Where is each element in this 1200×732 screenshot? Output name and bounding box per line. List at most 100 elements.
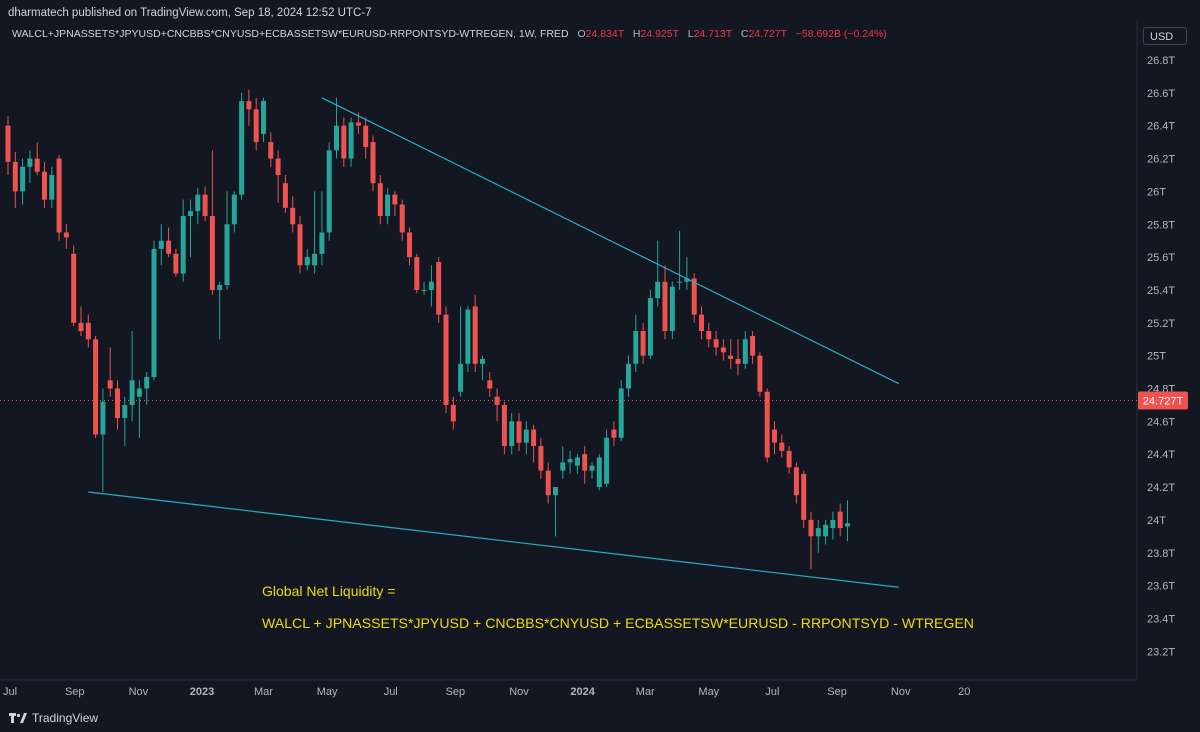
candle (523, 421, 529, 455)
candle (823, 519, 829, 545)
candle (166, 227, 172, 258)
candle-body (589, 465, 595, 471)
candle-body (399, 204, 405, 233)
candle-body (290, 207, 296, 225)
candle (567, 450, 573, 474)
trendline[interactable] (321, 97, 899, 385)
candle-body (348, 122, 354, 159)
candle (728, 339, 734, 369)
candle-body (823, 524, 829, 537)
candle-body (487, 380, 493, 389)
time-tick-label: May (317, 686, 338, 698)
candle (582, 445, 588, 484)
time-tick-label: Nov (129, 686, 149, 698)
candle (27, 150, 33, 184)
candle (487, 372, 493, 397)
annotation-formula[interactable]: WALCL + JPNASSETS*JPYUSD + CNCBBS*CNYUSD… (262, 615, 974, 631)
candle (341, 117, 347, 167)
candle-body (480, 358, 485, 364)
candle (545, 462, 551, 504)
candle-body (538, 445, 544, 471)
candle-body (188, 211, 193, 217)
footer: TradingView (0, 706, 1200, 732)
candle-body (275, 158, 281, 175)
candle-body (27, 158, 33, 167)
candle (326, 142, 332, 241)
symbol-name[interactable]: WALCL+JPNASSETS*JPYUSD+CNCBBS*CNYUSD+ECB… (12, 28, 514, 40)
currency-button[interactable]: USD (1143, 27, 1187, 45)
candle (553, 487, 558, 537)
candle (421, 281, 427, 295)
price-tick-label: 24.6T (1147, 416, 1175, 428)
price-tick-label: 25.4T (1147, 285, 1175, 297)
candle (596, 454, 602, 491)
annotation-text[interactable]: Global Net Liquidity = WALCL + JPNASSETS*… (262, 583, 974, 631)
time-tick-label: Jul (384, 686, 398, 698)
candle-body (472, 306, 478, 364)
candle (626, 355, 631, 397)
candle-body (713, 339, 719, 348)
candle (815, 519, 821, 553)
candle-body (34, 158, 40, 172)
candle (786, 445, 792, 474)
candle-body (115, 388, 120, 419)
low-value: 24.713T (693, 28, 732, 40)
time-tick-label: Mar (636, 686, 655, 698)
candle-body (574, 457, 580, 466)
candle (63, 224, 69, 249)
candle (779, 434, 785, 458)
candle (618, 380, 624, 442)
price-scale[interactable]: 26.8T 26.6T 26.4T 26.2T 26T 25.8T 25.6T 25.4T 25… (0, 20, 1175, 681)
candle-body (312, 253, 318, 266)
tradingview-brand[interactable]: TradingView (9, 711, 98, 725)
candle (750, 331, 756, 364)
candle (34, 142, 40, 175)
candle-body (720, 347, 726, 353)
candle (428, 265, 434, 307)
candle (158, 224, 164, 266)
candle-body (837, 511, 843, 529)
price-tick-label: 26T (1147, 186, 1166, 198)
candle-body (582, 454, 588, 471)
candle (443, 306, 449, 414)
candle-body (450, 404, 456, 422)
candle (472, 294, 478, 373)
candle (699, 306, 704, 340)
tradingview-logo-icon (9, 712, 27, 724)
symbol-legend[interactable]: WALCL+JPNASSETS*JPYUSD+CNCBBS*CNYUSD+ECB… (12, 28, 887, 40)
candle-body (560, 462, 566, 471)
trendlines[interactable] (88, 97, 899, 588)
candle-body (699, 314, 704, 332)
candle (85, 314, 91, 348)
candle-body (596, 457, 602, 488)
candle (757, 352, 763, 397)
time-tick-label: Nov (509, 686, 529, 698)
time-scale[interactable]: Jul Sep Nov 2023 Mar May Jul Sep Nov 2024 Mar May Ju… (3, 686, 970, 698)
candle-body (677, 281, 683, 283)
candle (319, 191, 325, 266)
price-tick-label: 24T (1147, 515, 1166, 527)
candle-body (509, 421, 515, 446)
candle-body (71, 253, 77, 323)
candle (662, 265, 668, 340)
candle (830, 511, 836, 540)
candle (684, 257, 690, 290)
candle-body (553, 487, 558, 496)
candle-body (100, 401, 106, 435)
candle (71, 245, 77, 327)
candle (334, 97, 339, 159)
candle-body (392, 194, 398, 205)
candle-body (655, 281, 661, 299)
candle (604, 429, 610, 488)
candle-body (428, 281, 434, 290)
candle-body (209, 216, 215, 290)
price-tick-label: 23.2T (1147, 646, 1175, 658)
last-price-marker: 24.727T (0, 391, 1188, 410)
candle (268, 132, 274, 167)
annotation-title[interactable]: Global Net Liquidity = (262, 583, 395, 599)
candle-body (494, 396, 500, 405)
candle (246, 89, 252, 126)
trendline[interactable] (88, 491, 899, 588)
candle-body (662, 281, 668, 332)
